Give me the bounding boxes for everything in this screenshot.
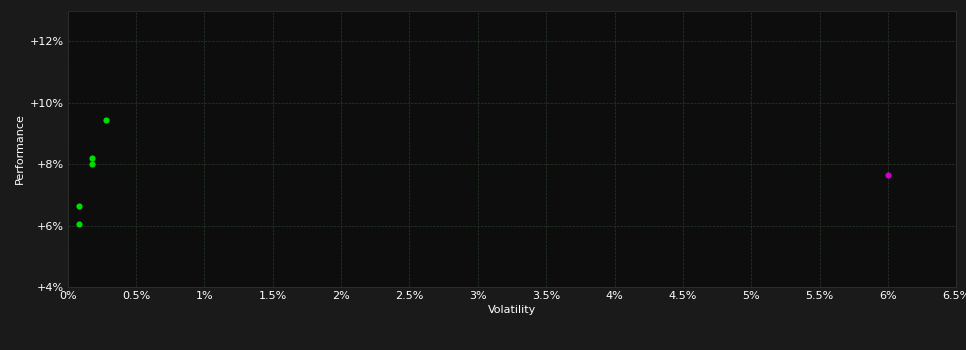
X-axis label: Volatility: Volatility: [488, 305, 536, 315]
Point: [84, 155, 99, 161]
Point: [71, 203, 86, 208]
Point: [71, 221, 86, 227]
Point: [880, 172, 895, 178]
Point: [84, 161, 99, 167]
Point: [99, 117, 114, 122]
Y-axis label: Performance: Performance: [15, 113, 25, 184]
